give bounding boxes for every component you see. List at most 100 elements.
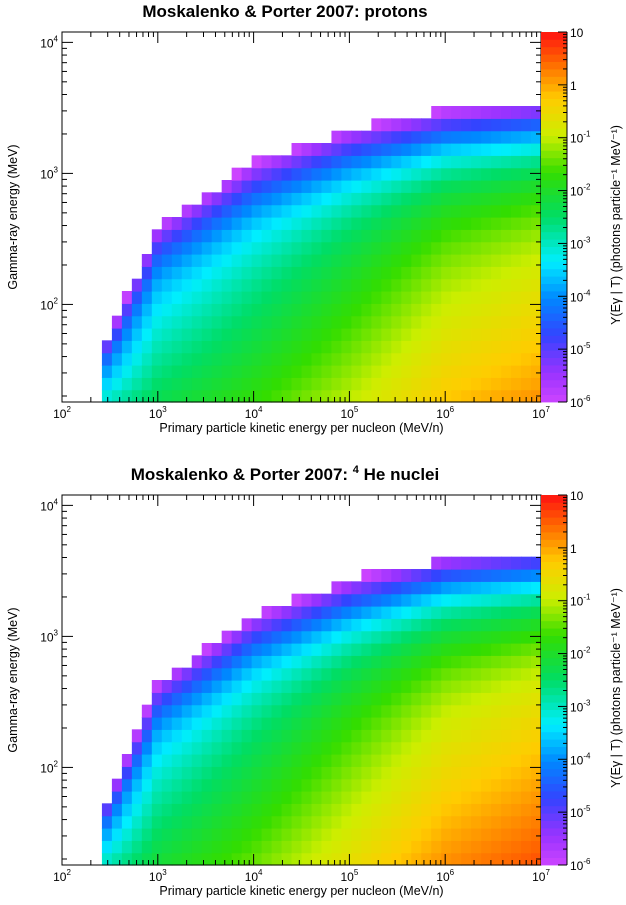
heatmap-cell xyxy=(291,315,303,329)
heatmap-cell xyxy=(461,778,472,792)
heatmap-cell xyxy=(481,655,492,669)
heatmap-cell xyxy=(241,852,253,866)
heatmap-cell xyxy=(121,791,133,804)
heatmap-cell xyxy=(351,606,362,619)
heatmap-cell xyxy=(371,266,382,280)
heatmap-cell xyxy=(381,315,392,329)
heatmap-cell xyxy=(511,143,522,156)
heatmap-cell xyxy=(381,828,392,841)
heatmap-cell xyxy=(431,791,442,804)
heatmap-cell xyxy=(401,840,412,854)
heatmap-cell xyxy=(201,254,213,267)
heatmap-cell xyxy=(271,377,283,391)
heatmap-cell xyxy=(371,630,382,644)
heatmap-cell xyxy=(151,704,163,718)
heatmap-cell xyxy=(481,303,492,317)
heatmap-cell xyxy=(151,229,163,243)
color-scale-band xyxy=(541,328,567,336)
heatmap-cell xyxy=(521,840,532,854)
heatmap-cell xyxy=(141,741,153,755)
heatmap-cell xyxy=(321,365,333,378)
heatmap-cell xyxy=(501,389,512,403)
heatmap-cell xyxy=(501,778,512,792)
heatmap-cell xyxy=(281,754,293,767)
heatmap-cell xyxy=(311,667,323,681)
heatmap-cell xyxy=(341,389,352,403)
heatmap-cell xyxy=(271,180,283,193)
heatmap-cell xyxy=(401,217,412,230)
heatmap-cell xyxy=(271,315,283,329)
color-scale-band xyxy=(541,554,567,562)
x-axis-label: Primary particle kinetic energy per nucl… xyxy=(159,421,443,435)
heatmap-cell xyxy=(381,118,392,132)
heatmap-cell xyxy=(221,680,233,693)
heatmap-cell xyxy=(361,204,372,218)
heatmap-cell xyxy=(501,303,512,317)
heatmap-cell xyxy=(191,803,203,817)
heatmap-cell xyxy=(461,852,472,866)
heatmap-cell xyxy=(531,106,542,119)
heatmap-cell xyxy=(261,852,273,866)
heatmap-cell xyxy=(321,803,333,817)
heatmap-cell xyxy=(431,130,442,144)
heatmap-cell xyxy=(281,618,293,632)
heatmap-cell xyxy=(281,241,293,255)
heatmap-cell xyxy=(411,254,422,267)
heatmap-cell xyxy=(221,278,233,292)
heatmap-cell xyxy=(241,352,253,366)
heatmap-cell xyxy=(231,680,243,693)
heatmap-cell xyxy=(481,741,492,755)
heatmap-cell xyxy=(371,315,382,329)
color-scale-band xyxy=(541,313,567,321)
color-scale-band xyxy=(541,135,567,144)
heatmap-cell xyxy=(421,828,432,841)
heatmap-cell xyxy=(441,278,452,292)
heatmap-cell xyxy=(401,266,412,280)
y-tick-label: 103 xyxy=(40,165,58,181)
heatmap-cell xyxy=(481,581,492,595)
heatmap-cell xyxy=(531,618,542,632)
heatmap-cell xyxy=(221,377,233,391)
heatmap-cell xyxy=(231,828,243,841)
heatmap-cell xyxy=(151,266,163,280)
heatmap-cell xyxy=(361,581,372,595)
heatmap-cell xyxy=(341,729,352,743)
heatmap-cell xyxy=(141,766,153,780)
heatmap-cell xyxy=(381,593,392,607)
color-scale-band xyxy=(541,254,567,262)
heatmap-cell xyxy=(351,340,362,354)
heatmap-cell xyxy=(421,118,432,132)
color-scale-band xyxy=(541,783,567,792)
heatmap-cell xyxy=(291,143,303,156)
heatmap-cell xyxy=(391,278,402,292)
heatmap-cell xyxy=(491,118,502,132)
heatmap-cell xyxy=(401,630,412,644)
heatmap-cell xyxy=(471,389,482,403)
heatmap-cell xyxy=(161,389,173,403)
heatmap-cell xyxy=(171,278,183,292)
heatmap-cell xyxy=(261,655,273,669)
heatmap-cell xyxy=(421,167,432,181)
heatmap-cell xyxy=(461,754,472,767)
heatmap-cell xyxy=(131,377,143,391)
heatmap-cell xyxy=(421,241,432,255)
heatmap-cell xyxy=(131,791,143,804)
heatmap-cell xyxy=(371,852,382,866)
heatmap-cell xyxy=(471,680,482,693)
heatmap-cell xyxy=(531,815,542,829)
heatmap-cell xyxy=(271,692,283,706)
heatmap-cell xyxy=(531,680,542,693)
heatmap-cell xyxy=(291,704,303,718)
heatmap-cell xyxy=(241,840,253,854)
color-scale-band xyxy=(541,46,567,55)
heatmap-cell xyxy=(261,278,273,292)
heatmap-cell xyxy=(451,852,462,866)
color-scale-band xyxy=(541,539,567,548)
heatmap-cell xyxy=(141,315,153,329)
heatmap-cell xyxy=(331,828,343,841)
heatmap-cell xyxy=(371,143,382,156)
heatmap-cell xyxy=(421,630,432,644)
heatmap-cell xyxy=(271,717,283,730)
color-scale-band xyxy=(541,98,567,107)
heatmap-cell xyxy=(471,377,482,391)
